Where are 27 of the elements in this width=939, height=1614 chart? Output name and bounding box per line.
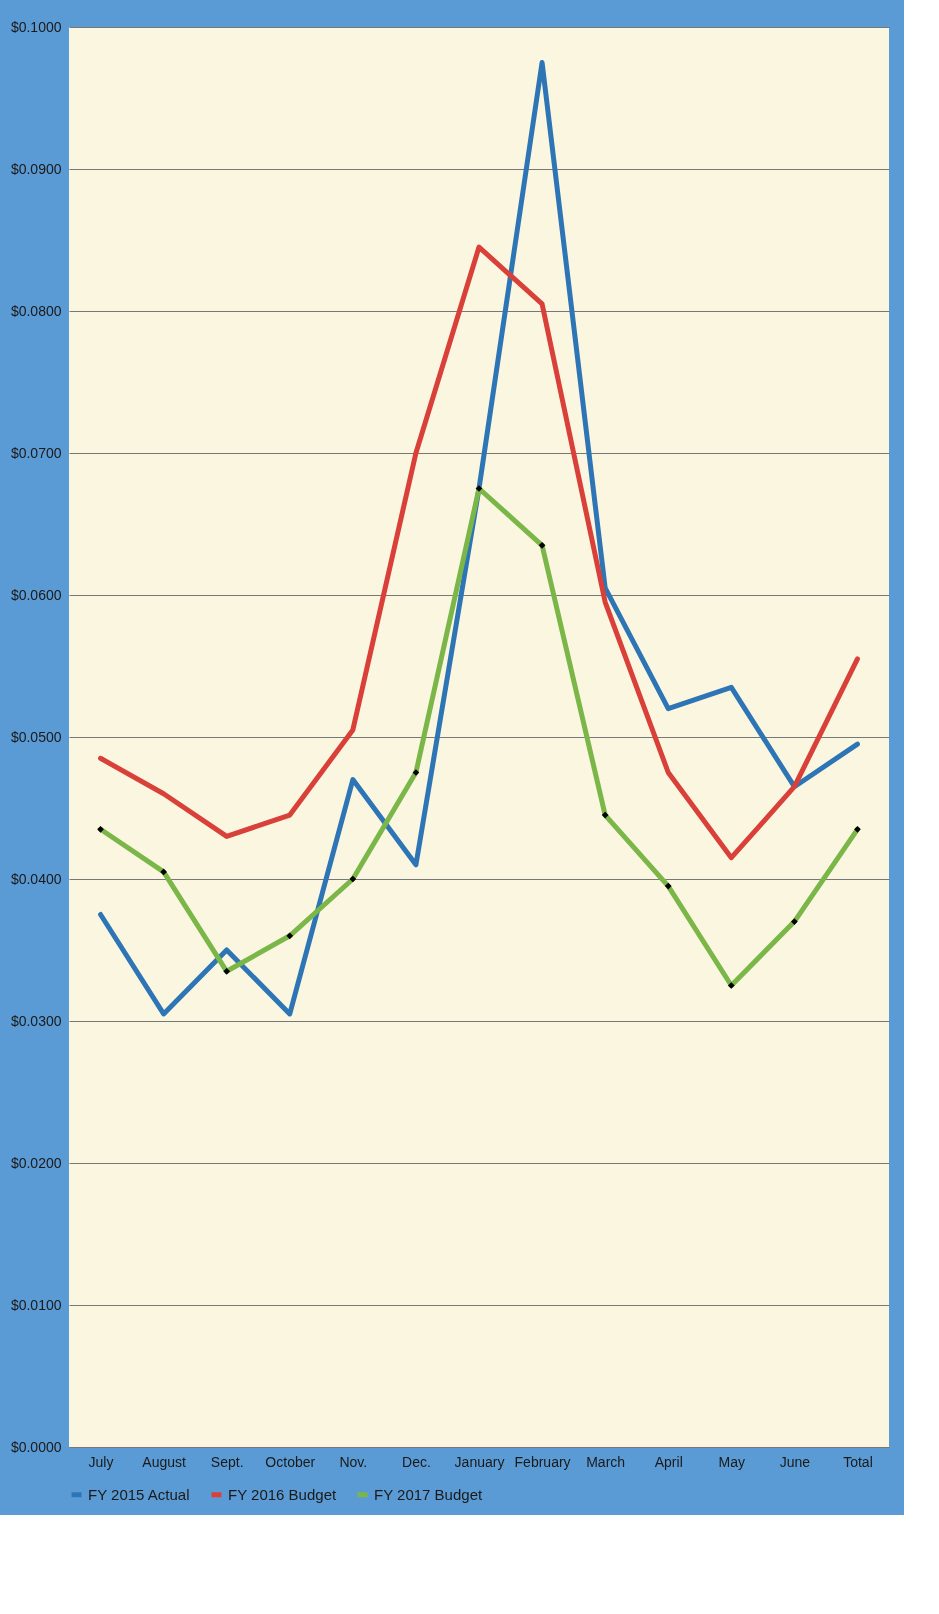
x-tick-label: Nov.	[339, 1453, 368, 1470]
x-tick-label: Sept.	[210, 1453, 244, 1470]
x-tick-label: Total	[843, 1453, 873, 1470]
x-tick-label: January	[454, 1453, 505, 1470]
x-tick-label: July	[88, 1453, 114, 1470]
legend-label: FY 2015 Actual	[88, 1485, 190, 1503]
x-tick-label: August	[142, 1453, 187, 1470]
x-tick-label: March	[586, 1453, 626, 1470]
x-tick-label: April	[654, 1453, 683, 1470]
y-tick-label: $0.0900	[10, 160, 62, 177]
y-tick-label: $0.0400	[10, 870, 62, 887]
legend-label: FY 2017 Budget	[374, 1485, 483, 1503]
x-tick-label: February	[514, 1453, 571, 1470]
y-tick-label: $0.0600	[10, 586, 62, 603]
legend-label: FY 2016 Budget	[228, 1485, 337, 1503]
y-tick-label: $0.0100	[10, 1296, 62, 1313]
y-tick-label: $0.0700	[10, 444, 62, 461]
y-tick-label: $0.0300	[10, 1012, 62, 1029]
y-tick-label: $0.0200	[10, 1154, 62, 1171]
y-tick-label: $0.1000	[10, 18, 62, 35]
y-tick-label: $0.0000	[10, 1438, 62, 1455]
x-tick-label: May	[718, 1453, 746, 1470]
x-tick-label: October	[265, 1453, 316, 1470]
x-tick-label: Dec.	[402, 1453, 431, 1470]
x-tick-label: June	[779, 1453, 811, 1470]
y-tick-label: $0.0800	[10, 302, 62, 319]
y-tick-label: $0.0500	[10, 728, 62, 745]
